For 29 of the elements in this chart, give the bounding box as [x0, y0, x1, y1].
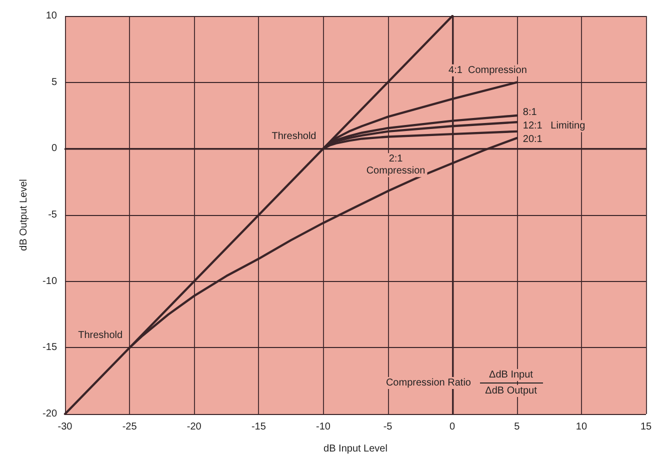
- annotation: Threshold: [78, 330, 123, 342]
- annotation: 20:1: [522, 134, 543, 145]
- annotation: ΔdB Output: [485, 386, 538, 396]
- annotation: Compression Ratio: [386, 378, 472, 388]
- x-tick-label: -30: [58, 422, 73, 432]
- annotation: 2:1 Compression: [366, 154, 426, 177]
- x-tick-label: -5: [383, 422, 393, 432]
- x-tick-label: 10: [576, 422, 588, 432]
- x-tick-label: -25: [122, 422, 138, 432]
- x-tick-label: 15: [640, 422, 652, 432]
- annotation: Threshold: [272, 131, 316, 142]
- x-tick-label: -20: [186, 422, 202, 432]
- x-tick-label: -10: [316, 422, 331, 432]
- x-tick-label: -15: [251, 422, 266, 432]
- y-tick-label: -10: [42, 276, 58, 287]
- x-tick-label: 5: [514, 422, 520, 432]
- annotation: ΔdB Input: [489, 370, 534, 380]
- annotation: 12:1 Limiting: [522, 120, 586, 132]
- annotation: 8:1: [522, 107, 538, 118]
- y-tick-label: -20: [42, 408, 58, 420]
- annotation: 4:1 Compression: [448, 64, 527, 76]
- x-axis-title: dB Input Level: [324, 444, 388, 454]
- y-axis-title: dB Output Level: [18, 179, 30, 251]
- y-tick-label: -15: [42, 342, 58, 354]
- y-tick-label: 0: [51, 143, 58, 154]
- y-tick-label: 10: [46, 10, 58, 22]
- y-tick-label: -5: [48, 210, 58, 220]
- x-tick-label: 0: [450, 422, 456, 432]
- y-tick-label: 5: [51, 76, 58, 88]
